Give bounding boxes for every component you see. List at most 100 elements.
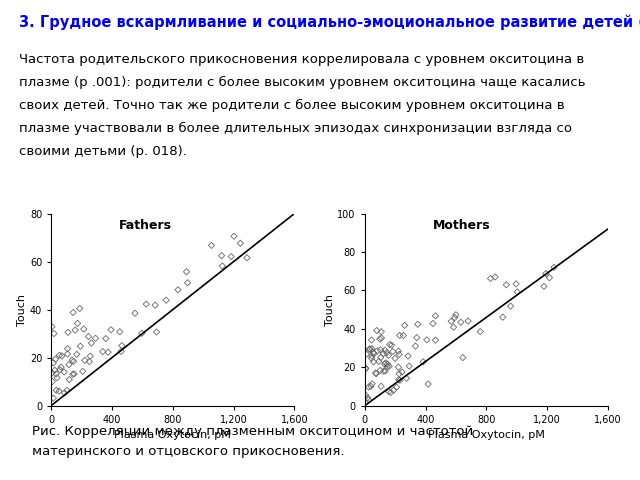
Point bbox=[403, 352, 413, 360]
Point bbox=[55, 366, 65, 373]
Point bbox=[544, 274, 554, 282]
Point bbox=[362, 394, 372, 402]
Point bbox=[380, 347, 390, 354]
Point bbox=[375, 367, 385, 374]
Point bbox=[47, 323, 57, 331]
Point bbox=[63, 345, 73, 352]
Point bbox=[422, 336, 432, 344]
Point bbox=[456, 318, 466, 326]
Point bbox=[364, 396, 374, 404]
Point bbox=[387, 341, 397, 349]
Point bbox=[63, 350, 73, 358]
Point bbox=[428, 320, 438, 327]
Y-axis label: Touch: Touch bbox=[17, 294, 27, 325]
Point bbox=[376, 354, 386, 361]
Point bbox=[161, 296, 172, 304]
Point bbox=[360, 364, 371, 372]
Point bbox=[380, 359, 390, 367]
Point bbox=[458, 354, 468, 361]
Point bbox=[216, 252, 227, 260]
Point bbox=[75, 305, 85, 312]
Point bbox=[383, 360, 393, 368]
Point bbox=[236, 240, 246, 247]
Point bbox=[501, 281, 511, 288]
Text: своих детей. Точно так же родители с более высоким уровнем окситоцина в: своих детей. Точно так же родители с бол… bbox=[19, 99, 565, 112]
Point bbox=[386, 389, 396, 396]
Point bbox=[397, 368, 407, 376]
Point bbox=[77, 368, 88, 375]
Point bbox=[413, 321, 423, 328]
Text: Fathers: Fathers bbox=[119, 219, 172, 232]
Text: Частота родительского прикосновения коррелировала с уровнем окситоцина в: Частота родительского прикосновения корр… bbox=[19, 53, 584, 66]
Point bbox=[70, 326, 80, 334]
Point bbox=[372, 327, 382, 335]
X-axis label: Plasma Oxytocin, pM: Plasma Oxytocin, pM bbox=[115, 430, 231, 440]
Point bbox=[398, 332, 408, 339]
Point bbox=[51, 355, 61, 363]
Point bbox=[83, 333, 93, 340]
Point bbox=[229, 232, 239, 240]
Point bbox=[141, 300, 152, 308]
Point bbox=[242, 254, 252, 262]
Point bbox=[84, 358, 95, 365]
Point bbox=[374, 358, 384, 365]
Point bbox=[49, 330, 59, 337]
Point bbox=[385, 341, 395, 348]
Point bbox=[60, 389, 70, 397]
Point bbox=[512, 288, 522, 296]
Point bbox=[376, 334, 387, 342]
Point bbox=[451, 311, 461, 319]
Point bbox=[394, 350, 404, 358]
Point bbox=[57, 352, 67, 360]
Point bbox=[67, 356, 77, 364]
Point bbox=[68, 358, 79, 365]
Point bbox=[64, 376, 74, 384]
Point bbox=[369, 358, 379, 366]
Text: Рис. Корреляции между плазменным окситоцином и частотой: Рис. Корреляции между плазменным окситоц… bbox=[32, 425, 473, 438]
Point bbox=[431, 312, 441, 320]
Point bbox=[366, 354, 376, 362]
Point bbox=[130, 310, 140, 317]
Point bbox=[47, 369, 57, 377]
Point bbox=[412, 334, 422, 341]
Point bbox=[393, 348, 403, 355]
Text: материнского и отцовского прикосновения.: материнского и отцовского прикосновения. bbox=[32, 445, 344, 458]
Point bbox=[72, 320, 83, 327]
Point bbox=[86, 339, 97, 347]
Point bbox=[395, 376, 405, 384]
Point bbox=[367, 336, 377, 344]
Text: своими детьми (р. 018).: своими детьми (р. 018). bbox=[19, 145, 187, 158]
Point bbox=[63, 328, 73, 336]
Point bbox=[68, 371, 78, 378]
Point bbox=[449, 324, 459, 331]
Point bbox=[360, 365, 371, 372]
Point bbox=[182, 279, 193, 287]
Point bbox=[56, 363, 66, 371]
Point bbox=[485, 275, 495, 282]
Point bbox=[361, 350, 371, 358]
Point bbox=[150, 301, 160, 309]
Point bbox=[431, 336, 441, 344]
Point bbox=[137, 329, 147, 337]
Point bbox=[394, 363, 404, 371]
Point bbox=[371, 370, 381, 377]
Point bbox=[372, 347, 383, 355]
Point bbox=[384, 362, 394, 370]
Point bbox=[392, 384, 402, 391]
Point bbox=[374, 335, 385, 343]
Point bbox=[388, 348, 398, 355]
Point bbox=[76, 342, 86, 350]
Point bbox=[116, 342, 127, 349]
Point bbox=[418, 358, 428, 366]
Point bbox=[378, 350, 388, 358]
Point bbox=[51, 370, 61, 378]
Point bbox=[52, 374, 62, 382]
Point bbox=[498, 313, 508, 321]
Point bbox=[450, 314, 460, 322]
Point bbox=[376, 328, 387, 336]
Point bbox=[394, 370, 404, 378]
Text: 3. Грудное вскармливание и социально-эмоциональное развитие детей (4): 3. Грудное вскармливание и социально-эмо… bbox=[19, 14, 640, 30]
Point bbox=[369, 350, 379, 358]
Text: Mothers: Mothers bbox=[433, 219, 490, 232]
Point bbox=[549, 264, 559, 271]
